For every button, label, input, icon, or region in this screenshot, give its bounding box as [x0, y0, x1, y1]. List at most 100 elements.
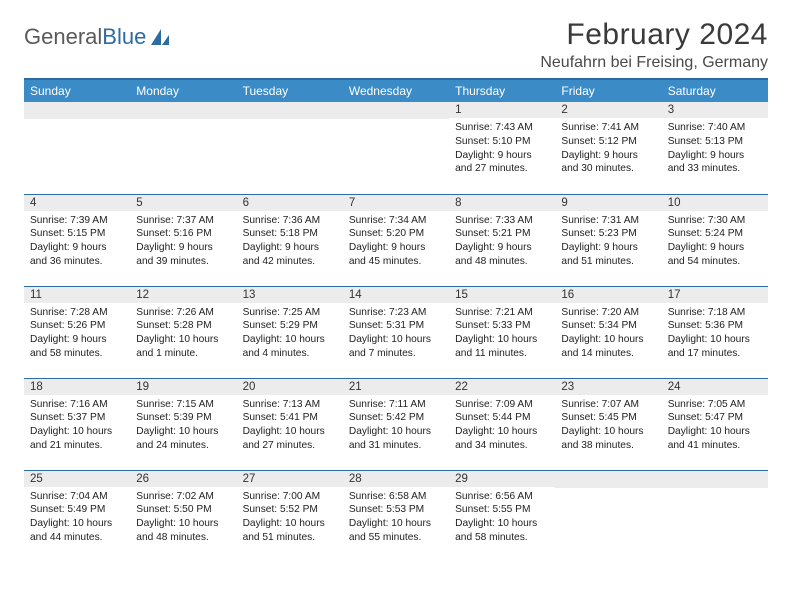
sunset-text: Sunset: 5:55 PM	[455, 503, 549, 517]
day-info: Sunrise: 7:09 AMSunset: 5:44 PMDaylight:…	[449, 395, 555, 457]
sunrise-text: Sunrise: 7:33 AM	[455, 214, 549, 228]
sunrise-text: Sunrise: 7:30 AM	[668, 214, 762, 228]
day-info: Sunrise: 7:41 AMSunset: 5:12 PMDaylight:…	[555, 118, 661, 180]
sunset-text: Sunset: 5:15 PM	[30, 227, 124, 241]
sunrise-text: Sunrise: 7:34 AM	[349, 214, 443, 228]
day-cell: 21Sunrise: 7:11 AMSunset: 5:42 PMDayligh…	[343, 378, 449, 470]
sunrise-text: Sunrise: 7:28 AM	[30, 306, 124, 320]
day-info	[237, 119, 343, 126]
daylight-text: Daylight: 10 hours and 51 minutes.	[243, 517, 337, 545]
month-title: February 2024	[540, 18, 768, 52]
day-cell: 16Sunrise: 7:20 AMSunset: 5:34 PMDayligh…	[555, 286, 661, 378]
sunset-text: Sunset: 5:44 PM	[455, 411, 549, 425]
location-label: Neufahrn bei Freising, Germany	[540, 54, 768, 72]
sunset-text: Sunset: 5:49 PM	[30, 503, 124, 517]
day-number: 22	[449, 379, 555, 395]
day-info: Sunrise: 7:26 AMSunset: 5:28 PMDaylight:…	[130, 303, 236, 365]
daylight-text: Daylight: 10 hours and 58 minutes.	[455, 517, 549, 545]
calendar-page: GeneralBlue February 2024 Neufahrn bei F…	[0, 0, 792, 580]
day-number: 13	[237, 287, 343, 303]
week-row: 1Sunrise: 7:43 AMSunset: 5:10 PMDaylight…	[24, 102, 768, 194]
day-number: 19	[130, 379, 236, 395]
daylight-text: Daylight: 10 hours and 7 minutes.	[349, 333, 443, 361]
daylight-text: Daylight: 10 hours and 4 minutes.	[243, 333, 337, 361]
day-info: Sunrise: 7:16 AMSunset: 5:37 PMDaylight:…	[24, 395, 130, 457]
sunset-text: Sunset: 5:31 PM	[349, 319, 443, 333]
sunrise-text: Sunrise: 7:02 AM	[136, 490, 230, 504]
day-number: 28	[343, 471, 449, 487]
day-cell: 23Sunrise: 7:07 AMSunset: 5:45 PMDayligh…	[555, 378, 661, 470]
sunrise-text: Sunrise: 7:18 AM	[668, 306, 762, 320]
day-cell: 9Sunrise: 7:31 AMSunset: 5:23 PMDaylight…	[555, 194, 661, 286]
daylight-text: Daylight: 9 hours and 51 minutes.	[561, 241, 655, 269]
sunset-text: Sunset: 5:41 PM	[243, 411, 337, 425]
week-row: 4Sunrise: 7:39 AMSunset: 5:15 PMDaylight…	[24, 194, 768, 286]
day-number: 7	[343, 195, 449, 211]
day-cell: 10Sunrise: 7:30 AMSunset: 5:24 PMDayligh…	[662, 194, 768, 286]
day-number	[343, 102, 449, 119]
daylight-text: Daylight: 10 hours and 11 minutes.	[455, 333, 549, 361]
daylight-text: Daylight: 9 hours and 54 minutes.	[668, 241, 762, 269]
sunrise-text: Sunrise: 7:41 AM	[561, 121, 655, 135]
day-number: 16	[555, 287, 661, 303]
day-number: 25	[24, 471, 130, 487]
sunset-text: Sunset: 5:16 PM	[136, 227, 230, 241]
daylight-text: Daylight: 10 hours and 41 minutes.	[668, 425, 762, 453]
day-info	[130, 119, 236, 126]
day-info: Sunrise: 7:33 AMSunset: 5:21 PMDaylight:…	[449, 211, 555, 273]
day-number	[24, 102, 130, 119]
day-number: 12	[130, 287, 236, 303]
day-info: Sunrise: 7:11 AMSunset: 5:42 PMDaylight:…	[343, 395, 449, 457]
day-number	[555, 471, 661, 488]
day-info: Sunrise: 7:15 AMSunset: 5:39 PMDaylight:…	[130, 395, 236, 457]
sunrise-text: Sunrise: 7:37 AM	[136, 214, 230, 228]
day-cell: 25Sunrise: 7:04 AMSunset: 5:49 PMDayligh…	[24, 470, 130, 562]
day-number: 10	[662, 195, 768, 211]
day-number: 2	[555, 102, 661, 118]
day-cell	[343, 102, 449, 194]
day-cell	[130, 102, 236, 194]
sunrise-text: Sunrise: 7:20 AM	[561, 306, 655, 320]
day-number: 18	[24, 379, 130, 395]
daylight-text: Daylight: 10 hours and 38 minutes.	[561, 425, 655, 453]
daylight-text: Daylight: 10 hours and 31 minutes.	[349, 425, 443, 453]
day-number: 26	[130, 471, 236, 487]
sunrise-text: Sunrise: 7:23 AM	[349, 306, 443, 320]
sunset-text: Sunset: 5:45 PM	[561, 411, 655, 425]
day-cell: 2Sunrise: 7:41 AMSunset: 5:12 PMDaylight…	[555, 102, 661, 194]
day-info: Sunrise: 7:25 AMSunset: 5:29 PMDaylight:…	[237, 303, 343, 365]
day-info: Sunrise: 6:56 AMSunset: 5:55 PMDaylight:…	[449, 487, 555, 549]
sunset-text: Sunset: 5:23 PM	[561, 227, 655, 241]
day-cell: 8Sunrise: 7:33 AMSunset: 5:21 PMDaylight…	[449, 194, 555, 286]
day-info: Sunrise: 6:58 AMSunset: 5:53 PMDaylight:…	[343, 487, 449, 549]
sunrise-text: Sunrise: 7:15 AM	[136, 398, 230, 412]
day-cell: 18Sunrise: 7:16 AMSunset: 5:37 PMDayligh…	[24, 378, 130, 470]
day-number: 11	[24, 287, 130, 303]
logo-sail-icon	[149, 27, 171, 47]
sunset-text: Sunset: 5:28 PM	[136, 319, 230, 333]
day-cell: 24Sunrise: 7:05 AMSunset: 5:47 PMDayligh…	[662, 378, 768, 470]
sunset-text: Sunset: 5:21 PM	[455, 227, 549, 241]
sunrise-text: Sunrise: 7:07 AM	[561, 398, 655, 412]
day-info	[555, 488, 661, 495]
sunrise-text: Sunrise: 7:43 AM	[455, 121, 549, 135]
sunset-text: Sunset: 5:42 PM	[349, 411, 443, 425]
sunrise-text: Sunrise: 7:16 AM	[30, 398, 124, 412]
sunset-text: Sunset: 5:47 PM	[668, 411, 762, 425]
day-cell	[237, 102, 343, 194]
sunrise-text: Sunrise: 7:26 AM	[136, 306, 230, 320]
sunrise-text: Sunrise: 7:25 AM	[243, 306, 337, 320]
col-friday: Friday	[555, 79, 661, 102]
sunset-text: Sunset: 5:29 PM	[243, 319, 337, 333]
daylight-text: Daylight: 10 hours and 1 minute.	[136, 333, 230, 361]
daylight-text: Daylight: 10 hours and 17 minutes.	[668, 333, 762, 361]
day-cell: 3Sunrise: 7:40 AMSunset: 5:13 PMDaylight…	[662, 102, 768, 194]
day-cell: 26Sunrise: 7:02 AMSunset: 5:50 PMDayligh…	[130, 470, 236, 562]
day-cell	[555, 470, 661, 562]
sunset-text: Sunset: 5:26 PM	[30, 319, 124, 333]
sunrise-text: Sunrise: 7:36 AM	[243, 214, 337, 228]
day-info: Sunrise: 7:37 AMSunset: 5:16 PMDaylight:…	[130, 211, 236, 273]
day-info	[24, 119, 130, 126]
daylight-text: Daylight: 10 hours and 21 minutes.	[30, 425, 124, 453]
day-info: Sunrise: 7:36 AMSunset: 5:18 PMDaylight:…	[237, 211, 343, 273]
